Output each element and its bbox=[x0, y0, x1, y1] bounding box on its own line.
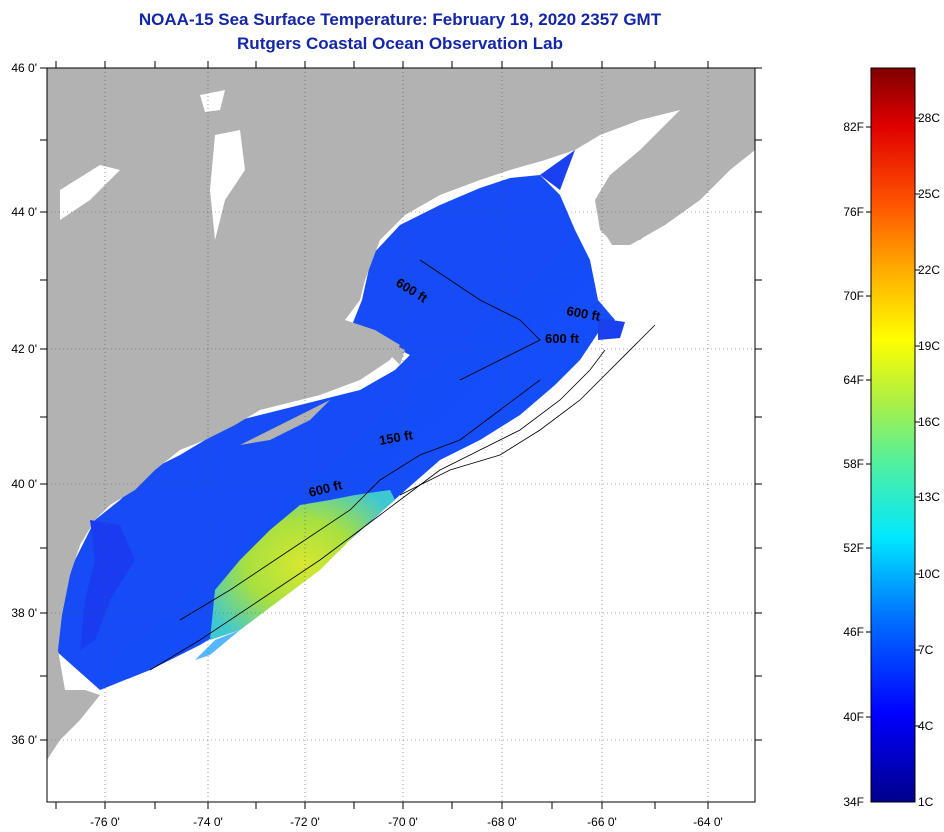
lat-label: 36 0' bbox=[11, 733, 37, 747]
colorbar-f-label: 64F bbox=[843, 373, 864, 387]
colorbar-c-label: 13C bbox=[918, 490, 940, 504]
isobath-label: 600 ft bbox=[565, 303, 602, 324]
colorbar-f-label: 46F bbox=[843, 625, 864, 639]
colorbar-c-label: 19C bbox=[918, 339, 940, 353]
colorbar-f-label: 58F bbox=[843, 457, 864, 471]
map-subtitle: Rutgers Coastal Ocean Observation Lab bbox=[237, 34, 563, 53]
colorbar bbox=[870, 67, 916, 803]
colorbar-c-label: 22C bbox=[918, 263, 940, 277]
colorbar-c-label: 7C bbox=[918, 643, 934, 657]
colorbar-c-label: 4C bbox=[918, 719, 934, 733]
sst-shelf-water bbox=[55, 175, 615, 690]
lat-label: 44 0' bbox=[11, 205, 37, 219]
lon-label: -74 0' bbox=[193, 815, 223, 829]
isobath-label: 150 ft bbox=[378, 427, 415, 448]
colorbar-f-label: 82F bbox=[843, 120, 864, 134]
lon-label: -66 0' bbox=[587, 815, 617, 829]
lon-label: -72 0' bbox=[290, 815, 320, 829]
colorbar-c-label: 16C bbox=[918, 415, 940, 429]
colorbar-c-label: 1C bbox=[918, 795, 934, 809]
nova-scotia bbox=[600, 110, 755, 245]
lon-label: -68 0' bbox=[487, 815, 517, 829]
colorbar-f-label: 34F bbox=[843, 795, 864, 809]
lon-label: -70 0' bbox=[388, 815, 418, 829]
lon-label: -64 0' bbox=[693, 815, 723, 829]
colorbar-f-label: 70F bbox=[843, 289, 864, 303]
colorbar-c-label: 25C bbox=[918, 187, 940, 201]
lat-label: 42 0' bbox=[11, 342, 37, 356]
colorbar-c-label: 28C bbox=[918, 111, 940, 125]
isobath-label: 600 ft bbox=[545, 331, 580, 346]
colorbar-f-label: 76F bbox=[843, 205, 864, 219]
colorbar-f-label: 40F bbox=[843, 710, 864, 724]
land-mass bbox=[47, 68, 755, 760]
colorbar-c-label: 10C bbox=[918, 567, 940, 581]
map-title: NOAA-15 Sea Surface Temperature: Februar… bbox=[138, 10, 662, 29]
lat-label: 38 0' bbox=[11, 606, 37, 620]
lat-label: 40 0' bbox=[11, 477, 37, 491]
lon-label: -76 0' bbox=[90, 815, 120, 829]
colorbar-f-label: 52F bbox=[843, 541, 864, 555]
lat-label: 46 0' bbox=[11, 61, 37, 75]
